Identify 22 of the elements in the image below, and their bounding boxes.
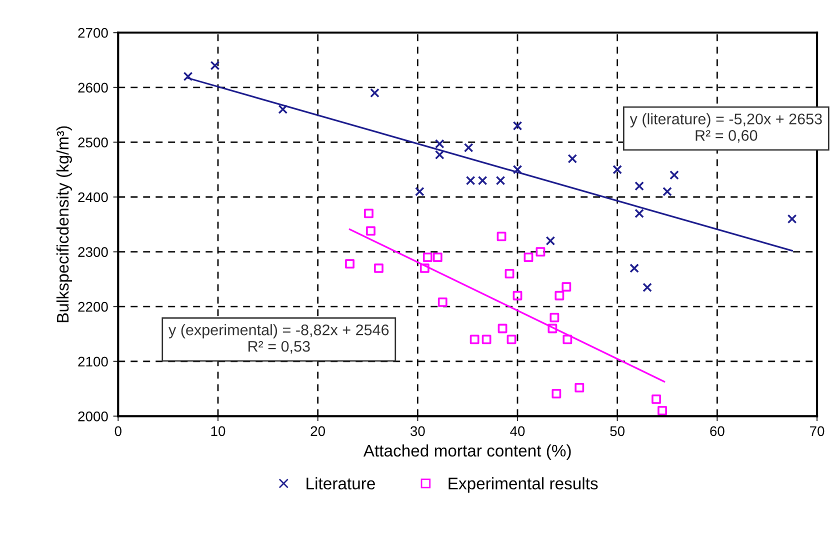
legend-label: Experimental results (448, 477, 598, 493)
y-axis-title: Bulkspecificdensity (kg/m³) (56, 126, 72, 322)
x-tick-label: 30 (410, 426, 425, 436)
y-tick-label: 2000 (78, 411, 108, 422)
y-tick-label: 2400 (78, 192, 108, 202)
x-tick-label: 0 (114, 426, 122, 436)
y-tick-label: 2500 (78, 138, 108, 148)
x-tick-label: 70 (810, 426, 824, 436)
x-tick-label: 60 (710, 426, 724, 436)
x-tick-label: 40 (510, 426, 525, 436)
y-tick-label: 2600 (78, 82, 108, 93)
annotation: y (literature) = -5,20x + 2653 R² = 0,60 (630, 113, 822, 143)
x-tick-label: 20 (310, 426, 326, 436)
x-axis-title: Attached mortar content (%) (363, 444, 571, 460)
y-tick-label: 2200 (78, 302, 108, 312)
x-tick-label: 50 (610, 426, 625, 436)
y-tick-label: 2100 (78, 356, 108, 367)
x-tick-label: 10 (211, 426, 226, 436)
annotation: y (experimental) = -8,82x + 2546 R² = 0,53 (168, 324, 389, 354)
y-tick-label: 2700 (78, 28, 108, 38)
legend-label: Literature (306, 477, 375, 490)
y-tick-label: 2300 (78, 247, 108, 257)
